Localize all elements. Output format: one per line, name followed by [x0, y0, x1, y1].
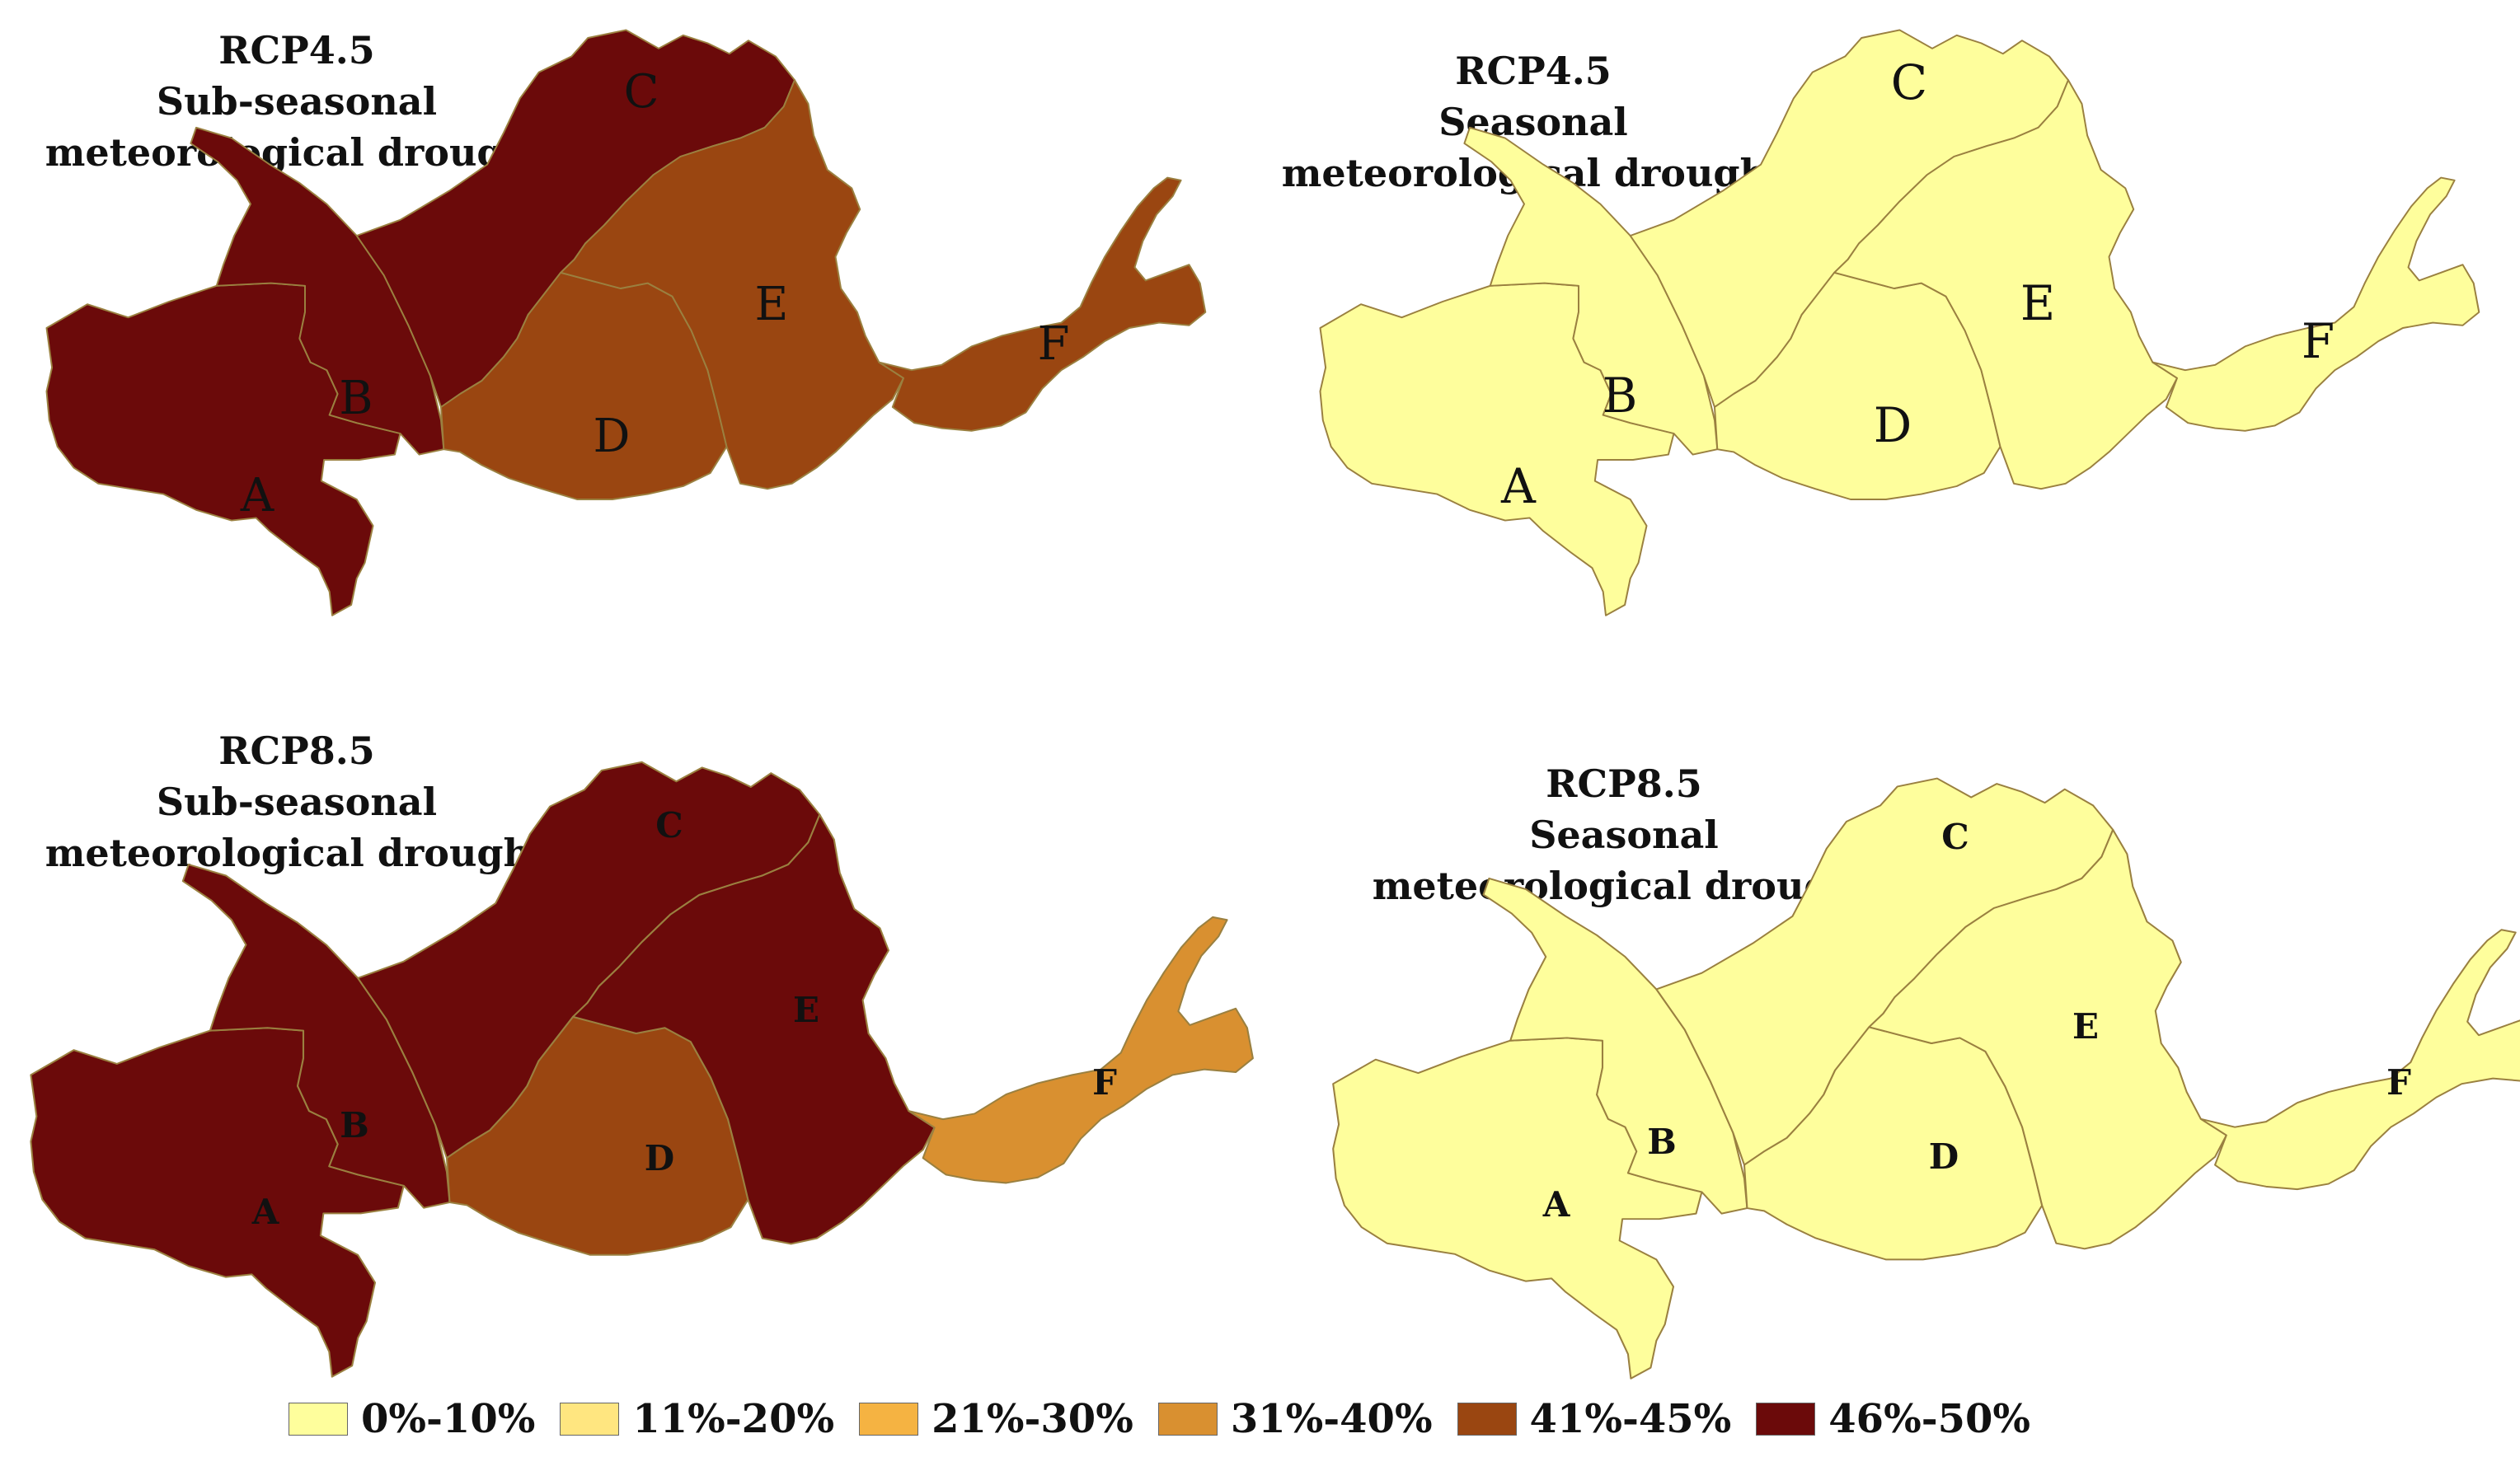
region-label-D: D — [594, 410, 631, 463]
legend: 0%-10% 11%-20% 21%-30% 31%-40% 41%-45% 4… — [289, 1393, 2055, 1445]
region-F — [2199, 929, 2520, 1191]
region-label-B: B — [1603, 368, 1638, 424]
legend-item: 46%-50% — [1756, 1396, 2030, 1442]
basin-map: A B C D E F — [30, 761, 1254, 1378]
region-label-D: D — [645, 1138, 674, 1178]
region-F — [908, 916, 1254, 1184]
region-label-C: C — [1941, 817, 1969, 857]
legend-label: 11%-20% — [632, 1396, 835, 1442]
panel-title-timescale: Sub-seasonal — [156, 780, 438, 824]
region-label-E: E — [2020, 275, 2055, 331]
panel-title-scenario: RCP8.5 — [1546, 761, 1702, 806]
region-label-C: C — [624, 65, 659, 119]
region-label-E: E — [2072, 1006, 2099, 1047]
region-F — [2152, 176, 2480, 432]
map-panel-rcp85-subseasonal: RCP8.5 Sub-seasonal meteorological droug… — [0, 725, 1254, 1384]
legend-item: 41%-45% — [1457, 1396, 1732, 1442]
legend-item: 21%-30% — [859, 1396, 1133, 1442]
basin-map: A B C D E F — [1332, 777, 2520, 1380]
legend-label: 41%-45% — [1529, 1396, 1732, 1442]
legend-swatch — [859, 1403, 919, 1436]
region-label-E: E — [793, 990, 819, 1030]
region-label-F: F — [2386, 1062, 2411, 1103]
legend-label: 0%-10% — [361, 1396, 536, 1442]
legend-swatch — [1457, 1403, 1517, 1436]
map-panel-rcp45-subseasonal: RCP4.5 Sub-seasonal meteorological droug… — [0, 0, 1253, 725]
legend-label: 46%-50% — [1828, 1396, 2031, 1442]
region-label-B: B — [340, 1105, 369, 1145]
panel-title-timescale: Sub-seasonal — [156, 79, 438, 124]
region-label-D: D — [1874, 397, 1912, 453]
legend-item: 0%-10% — [289, 1396, 535, 1442]
legend-swatch — [1756, 1403, 1816, 1436]
region-label-C: C — [655, 805, 683, 846]
region-label-C: C — [1891, 54, 1927, 110]
region-label-D: D — [1929, 1136, 1959, 1177]
panel-title-type: meteorological drought — [45, 831, 549, 875]
region-label-B: B — [339, 372, 373, 425]
panel-title: RCP8.5 Sub-seasonal meteorological droug… — [33, 725, 561, 878]
region-label-A: A — [251, 1192, 280, 1232]
legend-item: 11%-20% — [560, 1396, 834, 1442]
map-panel-rcp85-seasonal: RCP8.5 Seasonal meteorological drought A… — [1253, 725, 2520, 1384]
panel-title: RCP8.5 Seasonal meteorological drought — [1360, 758, 1888, 911]
region-label-A: A — [1500, 458, 1537, 514]
panel-title-scenario: RCP4.5 — [218, 28, 375, 73]
region-label-A: A — [1542, 1184, 1571, 1225]
region-F — [878, 176, 1207, 432]
legend-swatch — [289, 1403, 348, 1436]
panel-title: RCP4.5 Sub-seasonal meteorological droug… — [33, 25, 561, 178]
region-label-E: E — [755, 278, 789, 331]
legend-item: 31%-40% — [1157, 1396, 1433, 1442]
panel-title-scenario: RCP4.5 — [1455, 49, 1612, 93]
region-label-F: F — [1092, 1062, 1117, 1103]
legend-label: 31%-40% — [1230, 1396, 1433, 1442]
region-label-F: F — [1038, 317, 1070, 371]
basin-map: A B C D E F — [1319, 29, 2480, 616]
legend-swatch — [560, 1403, 620, 1436]
region-label-F: F — [2302, 313, 2335, 369]
legend-swatch — [1157, 1403, 1218, 1436]
map-panel-rcp45-seasonal: RCP4.5 Seasonal meteorological drought A… — [1253, 0, 2520, 725]
basin-map: A B C D E F — [45, 29, 1207, 616]
region-label-A: A — [240, 469, 275, 522]
panel-title-type: meteorological drought — [45, 130, 549, 175]
panel-title-type: meteorological drought — [1372, 864, 1876, 908]
region-label-B: B — [1647, 1122, 1677, 1162]
panel-title-timescale: Seasonal — [1529, 813, 1719, 857]
legend-label: 21%-30% — [932, 1396, 1133, 1442]
panel-title-scenario: RCP8.5 — [218, 728, 375, 773]
